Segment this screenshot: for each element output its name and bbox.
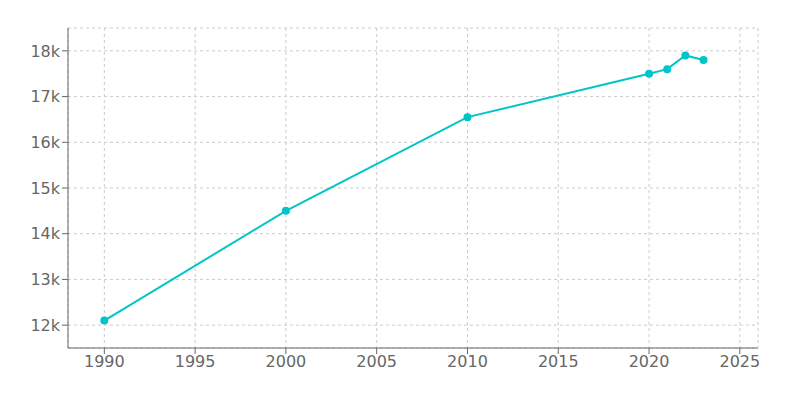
svg-text:13k: 13k <box>30 270 60 289</box>
svg-text:2015: 2015 <box>538 352 579 371</box>
svg-text:1990: 1990 <box>84 352 125 371</box>
svg-text:2010: 2010 <box>447 352 488 371</box>
svg-text:14k: 14k <box>30 224 60 243</box>
svg-text:2000: 2000 <box>266 352 307 371</box>
svg-text:12k: 12k <box>30 316 60 335</box>
svg-text:2020: 2020 <box>629 352 670 371</box>
svg-text:17k: 17k <box>30 87 60 106</box>
svg-text:16k: 16k <box>30 133 60 152</box>
svg-text:2005: 2005 <box>356 352 397 371</box>
svg-text:15k: 15k <box>30 179 60 198</box>
svg-text:18k: 18k <box>30 42 60 61</box>
svg-text:2025: 2025 <box>719 352 760 371</box>
svg-text:1995: 1995 <box>175 352 216 371</box>
